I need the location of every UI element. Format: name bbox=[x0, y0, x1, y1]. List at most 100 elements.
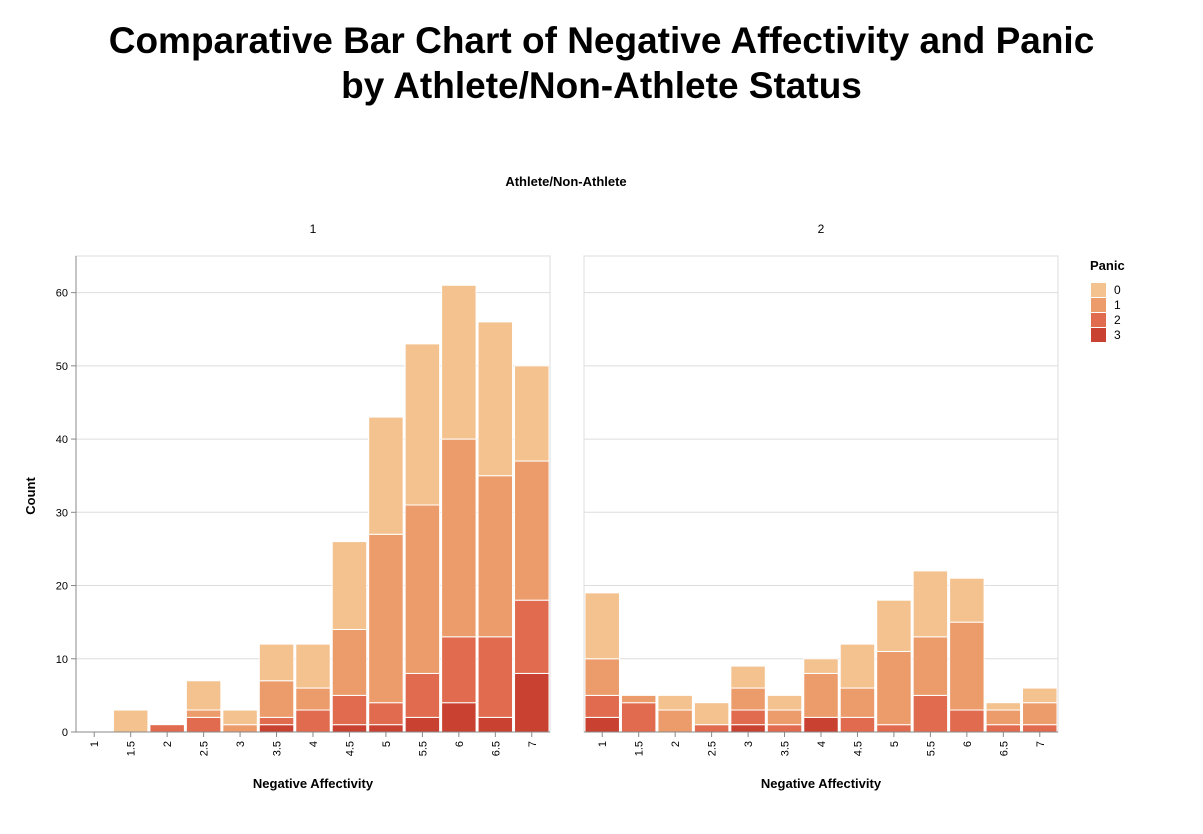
bar-segment bbox=[331, 724, 368, 733]
bar-segment bbox=[584, 694, 620, 718]
x-tick-label: 1 bbox=[89, 741, 101, 747]
bar-segment bbox=[368, 702, 404, 726]
bar-segment bbox=[803, 672, 839, 718]
bar-segment bbox=[185, 709, 222, 718]
y-tick-label: 50 bbox=[56, 361, 68, 373]
x-tick-label: 2.5 bbox=[707, 741, 719, 756]
bar-segment bbox=[693, 724, 730, 733]
bar-segment bbox=[657, 709, 693, 733]
bar-segment bbox=[730, 724, 766, 733]
x-tick-label: 2 bbox=[162, 741, 174, 747]
bar-segment bbox=[912, 570, 949, 638]
bar-segment bbox=[331, 541, 368, 630]
bar-segment bbox=[620, 694, 657, 704]
bar-segment bbox=[584, 658, 620, 696]
bar-segment bbox=[766, 694, 803, 711]
bar-segment bbox=[368, 533, 404, 704]
x-tick-label: 2 bbox=[670, 741, 682, 747]
x-tick-label: 5 bbox=[889, 741, 901, 747]
x-tick-label: 5 bbox=[381, 741, 393, 747]
bar-segment bbox=[331, 694, 368, 726]
bar-segment bbox=[514, 599, 550, 674]
legend-label: 0 bbox=[1114, 283, 1121, 297]
x-axis-label: Negative Affectivity bbox=[253, 776, 374, 791]
bar-segment bbox=[258, 724, 295, 733]
y-axis-label: Count bbox=[23, 477, 38, 515]
x-tick-label: 1.5 bbox=[634, 741, 646, 756]
bar-segment bbox=[839, 643, 876, 689]
x-tick-label: 4.5 bbox=[852, 741, 864, 756]
x-tick-label: 6.5 bbox=[998, 741, 1010, 756]
bar-segment bbox=[1022, 702, 1058, 726]
bar-segment bbox=[949, 709, 985, 733]
bar-segment bbox=[949, 577, 985, 623]
y-tick-label: 40 bbox=[56, 434, 68, 446]
bar-segment bbox=[185, 680, 222, 711]
panel-2: 2 1 1.5 2 2.5 3 3.5 4 4.5 5 5.5 6 6.5 7 Negative Affec… bbox=[583, 222, 1059, 791]
bar-segment bbox=[620, 702, 657, 733]
bar-segment bbox=[912, 636, 949, 696]
bar-segment bbox=[404, 343, 441, 506]
x-tick-label: 2.5 bbox=[199, 741, 211, 756]
x-tick-label: 3 bbox=[743, 741, 755, 747]
chart-title-line-2: by Athlete/Non-Athlete Status bbox=[341, 65, 862, 106]
legend-swatch bbox=[1091, 283, 1106, 297]
bar-segment bbox=[1022, 687, 1058, 704]
x-tick-label: 7 bbox=[1035, 741, 1047, 747]
panel-1: 1 1 1.5 2 2.5 3 3.5 4 4.5 5 5.5 6 6.5 7 Negative Affec… bbox=[56, 222, 551, 791]
bar-segment bbox=[441, 438, 477, 638]
bar-segment bbox=[514, 365, 550, 462]
bar-segment bbox=[441, 636, 477, 704]
bar-segment bbox=[985, 724, 1022, 733]
bar-segment bbox=[149, 724, 185, 733]
bar-segment bbox=[912, 694, 949, 733]
bar-segment bbox=[477, 636, 514, 718]
x-tick-label: 3.5 bbox=[272, 741, 284, 756]
bar-segment bbox=[876, 599, 912, 652]
panel-label: 2 bbox=[818, 222, 825, 236]
facet-title: Athlete/Non-Athlete bbox=[505, 174, 626, 189]
legend-label: 1 bbox=[1114, 298, 1121, 312]
bar-segment bbox=[730, 687, 766, 711]
x-tick-label: 4 bbox=[816, 741, 828, 747]
bar-segment bbox=[295, 643, 331, 689]
bar-segment bbox=[876, 650, 912, 726]
bar-segment bbox=[514, 460, 550, 601]
bar-segment bbox=[258, 680, 295, 718]
y-tick-label: 30 bbox=[56, 507, 68, 519]
y-tick-label: 0 bbox=[62, 727, 68, 739]
bar-segment bbox=[477, 716, 514, 733]
bar-segment bbox=[730, 709, 766, 726]
bar-segment bbox=[404, 716, 441, 733]
legend-title: Panic bbox=[1090, 258, 1125, 273]
bar-segment bbox=[477, 321, 514, 477]
x-tick-label: 4 bbox=[308, 741, 320, 747]
x-tick-label: 5.5 bbox=[925, 741, 937, 756]
bar-group bbox=[112, 284, 550, 733]
bar-segment bbox=[441, 702, 477, 733]
bar-segment bbox=[258, 643, 295, 682]
bar-segment bbox=[404, 504, 441, 674]
x-tick-label: 1 bbox=[597, 741, 609, 747]
bar-group bbox=[584, 570, 1058, 733]
bar-segment bbox=[949, 621, 985, 711]
bar-segment bbox=[368, 416, 404, 535]
bar-segment bbox=[404, 672, 441, 718]
x-tick-label: 7 bbox=[527, 741, 539, 747]
bar-segment bbox=[1022, 724, 1058, 733]
legend-swatch bbox=[1091, 298, 1106, 312]
bar-segment bbox=[584, 592, 620, 660]
chart-title-line-1: Comparative Bar Chart of Negative Affect… bbox=[108, 20, 1095, 61]
bar-segment bbox=[985, 702, 1022, 711]
bar-segment bbox=[222, 709, 258, 726]
bar-segment bbox=[441, 284, 477, 440]
x-tick-label: 3.5 bbox=[780, 741, 792, 756]
x-tick-label: 6 bbox=[454, 741, 466, 747]
panels: 1 1 1.5 2 2.5 3 3.5 4 4.5 5 5.5 6 6.5 7 Negative Affec… bbox=[56, 222, 1059, 791]
x-tick-label: 6 bbox=[962, 741, 974, 747]
bar-segment bbox=[185, 716, 222, 733]
bar-segment bbox=[295, 687, 331, 711]
bar-segment bbox=[331, 628, 368, 696]
